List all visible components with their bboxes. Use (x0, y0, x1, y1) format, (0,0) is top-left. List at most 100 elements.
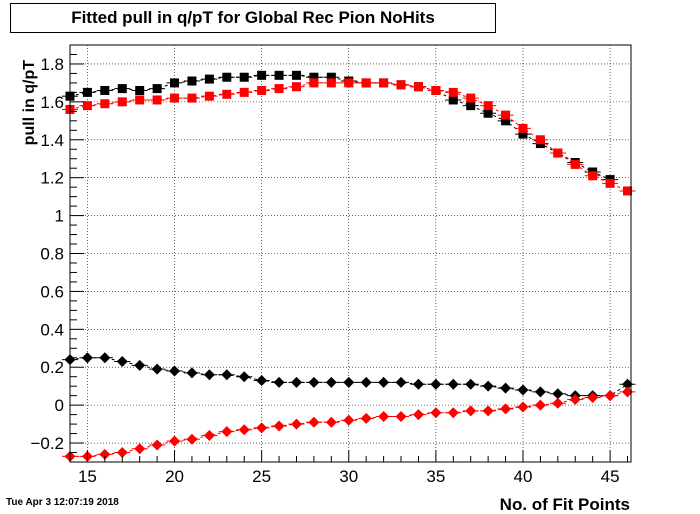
x-tick-label: 15 (78, 467, 97, 486)
data-point (534, 399, 546, 411)
data-point (203, 369, 215, 381)
data-point (169, 435, 181, 447)
data-point (116, 356, 128, 368)
data-point (430, 407, 442, 419)
data-point (343, 376, 355, 388)
series-line (69, 74, 611, 181)
data-point (82, 87, 92, 97)
data-point (326, 78, 336, 88)
x-tick-label: 20 (165, 467, 184, 486)
data-point (465, 405, 477, 417)
data-point (239, 72, 249, 82)
data-point (500, 382, 512, 394)
y-tick-label: 1.4 (40, 131, 64, 150)
data-point (222, 89, 232, 99)
data-point (99, 448, 111, 460)
data-point (81, 352, 93, 364)
data-point (482, 405, 494, 417)
y-tick-label: 1.2 (40, 169, 64, 188)
data-point (552, 388, 564, 400)
data-point (325, 416, 337, 428)
data-point (170, 93, 180, 103)
data-point (135, 85, 145, 95)
y-tick-label: 0 (55, 396, 64, 415)
series-line (70, 391, 628, 457)
data-point (290, 418, 302, 430)
chart-title: Fitted pull in q/pT for Global Rec Pion … (71, 8, 435, 27)
x-axis-label: No. of Fit Points (500, 495, 630, 514)
axes: 15 20 25 30 35 40 45 −0.2 0 0.2 0.4 0.6 0.8 1 1.2 1.4 1.… (30, 44, 629, 486)
data-point (604, 390, 616, 402)
data-point (170, 78, 180, 88)
data-point (447, 407, 459, 419)
data-point (204, 91, 214, 101)
data-point (587, 392, 599, 404)
x-tick-label: 25 (252, 467, 271, 486)
y-tick-label: 0.6 (40, 282, 64, 301)
data-point (360, 376, 372, 388)
data-point (256, 374, 268, 386)
data-point (308, 376, 320, 388)
grid-lines (70, 45, 631, 462)
data-point (395, 411, 407, 423)
y-tick-label: 0.4 (40, 320, 64, 339)
data-point (99, 352, 111, 364)
series-3 (62, 386, 636, 462)
data-point (517, 384, 529, 396)
data-point (412, 378, 424, 390)
data-point (256, 422, 268, 434)
data-point (501, 110, 511, 120)
data-point (152, 84, 162, 94)
data-point (534, 386, 546, 398)
data-point (273, 376, 285, 388)
data-point (344, 78, 354, 88)
data-point (431, 85, 441, 95)
data-point (588, 171, 598, 181)
data-point (290, 376, 302, 388)
data-point (273, 420, 285, 432)
data-point (623, 186, 633, 196)
data-point (379, 78, 389, 88)
series-1 (62, 78, 636, 196)
y-tick-label: −0.2 (30, 434, 64, 453)
data-point (466, 101, 476, 111)
data-point (622, 378, 634, 390)
data-point (134, 359, 146, 371)
data-point (291, 82, 301, 92)
data-point (274, 70, 284, 80)
data-point (517, 401, 529, 413)
data-point (430, 378, 442, 390)
data-point (274, 84, 284, 94)
data-point (187, 93, 197, 103)
data-point (518, 123, 528, 133)
data-point (466, 93, 476, 103)
data-point (552, 397, 564, 409)
data-point (412, 409, 424, 421)
data-point (622, 386, 634, 398)
data-point (186, 367, 198, 379)
data-point (325, 376, 337, 388)
data-point (238, 424, 250, 436)
data-point (203, 429, 215, 441)
data-point (221, 369, 233, 381)
data-point (483, 108, 493, 118)
data-point (413, 82, 423, 92)
data-point (570, 159, 580, 169)
data-point (483, 101, 493, 111)
data-series (62, 70, 636, 462)
data-point (308, 416, 320, 428)
data-point (152, 95, 162, 105)
data-point (151, 363, 163, 375)
data-point (187, 76, 197, 86)
data-point (221, 426, 233, 438)
data-point (569, 393, 581, 405)
x-tick-label: 30 (339, 467, 358, 486)
data-point (448, 95, 458, 105)
data-point (204, 74, 214, 84)
timestamp: Tue Apr 3 12:07:19 2018 (6, 497, 119, 508)
data-point (361, 78, 371, 88)
data-point (117, 84, 127, 94)
data-point (257, 85, 267, 95)
data-point (117, 97, 127, 107)
